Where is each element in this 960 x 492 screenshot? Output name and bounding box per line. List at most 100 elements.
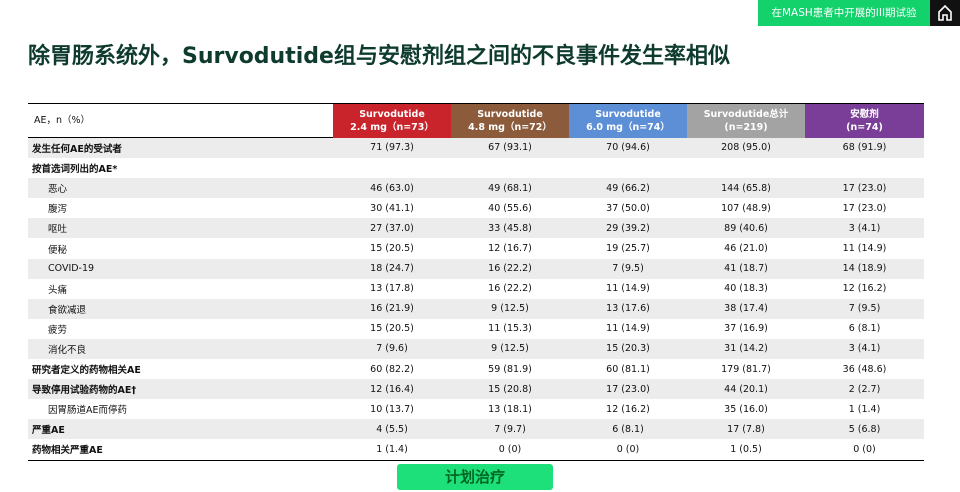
table-cell: 5 (6.8) (805, 419, 924, 440)
table-row: 呕吐 27 (37.0) 33 (45.8) 29 (39.2) 89 (40.6) 3 … (28, 218, 924, 239)
table-cell (451, 158, 569, 178)
table-cell: 11 (15.3) (488, 323, 532, 335)
table-cell: 17 (23.0) (569, 379, 687, 400)
table-cell: 11 (14.9) (842, 243, 887, 255)
title: 除胃肠系统外，Survodutide组与安慰剂组之间的不良事件发生率相似 (28, 44, 730, 69)
table-cell: 40 (55.6) (488, 202, 532, 214)
row-label: 研究者定义的药物相关AE (32, 365, 141, 377)
column-header-line: 安慰剂 (850, 108, 879, 120)
row-label: 发生任何AE的受试者 (28, 137, 333, 159)
table-cell: 14 (18.9) (805, 258, 924, 279)
table-cell: 9 (12.5) (451, 298, 569, 319)
table-cell: 17 (23.0) (805, 178, 924, 199)
row-label: 恶心 (28, 178, 333, 199)
table-cell: 2 (2.7) (805, 379, 924, 400)
table-cell: 179 (81.7) (721, 363, 771, 375)
table-cell: 49 (66.2) (569, 178, 687, 199)
table-row: 严重AE 4 (5.5) 7 (9.7) 6 (8.1) 17 (7.8) 5 (6.8) (28, 419, 924, 440)
table-row: 发生任何AE的受试者 71 (97.3) 67 (93.1) 70 (94.6) 208… (28, 137, 924, 159)
column-header: Survodutide 4.8 mg（n=72） (451, 103, 569, 138)
table-cell: 59 (81.9) (488, 363, 532, 375)
table-cell: 7 (9.7) (451, 419, 569, 440)
table-cell: 16 (21.9) (333, 298, 451, 319)
table-cell: 89 (40.6) (687, 218, 805, 239)
column-header: Survodutide 6.0 mg（n=74） (569, 103, 687, 138)
table-cell: 16 (22.2) (451, 258, 569, 279)
header-label: AE，n（%） (28, 103, 333, 138)
column-header-line: Survodutide (359, 108, 425, 120)
row-label: 按首选词列出的AE* (32, 164, 118, 176)
column-header-line: (n=219) (724, 121, 768, 133)
column-header: Survodutide总计 (n=219) (687, 103, 805, 138)
table-cell: 4 (5.5) (333, 419, 451, 440)
table-row: 药物相关严重AE 1 (1.4) 0 (0) 0 (0) 1 (0.5) 0 (0) (28, 439, 924, 460)
row-label: 导致停用试验药物的AE† (28, 379, 333, 400)
table-row: 消化不良 7 (9.6) 9 (12.5) 15 (20.3) 31 (14.2) 3 (… (28, 338, 924, 360)
table-row: 恶心 46 (63.0) 49 (68.1) 49 (66.2) 144 (65.8) 1… (28, 178, 924, 199)
row-label: 消化不良 (28, 338, 333, 360)
table-cell: 15 (20.8) (451, 379, 569, 400)
column-header: Survodutide 2.4 mg（n=73） (333, 103, 451, 138)
table-cell: 41 (18.7) (687, 258, 805, 279)
row-label: 呕吐 (28, 218, 333, 239)
row-label: 腹泻 (48, 204, 68, 216)
table-cell: 18 (24.7) (333, 258, 451, 279)
table-cell: 13 (18.1) (488, 403, 532, 415)
table-cell: 13 (17.8) (370, 283, 414, 295)
table-row: 导致停用试验药物的AE† 12 (16.4) 15 (20.8) 17 (23.0) 4… (28, 379, 924, 400)
home-icon (938, 4, 952, 21)
table-cell: 0 (0) (616, 443, 640, 455)
table-cell: 9 (12.5) (451, 338, 569, 360)
badge: 在MASH患者中开展的III期试验 (758, 0, 930, 26)
plan-button[interactable]: 计划治疗 (397, 464, 553, 490)
column-header-line: 6.0 mg（n=74） (586, 121, 670, 133)
table-cell: 7 (9.5) (805, 298, 924, 319)
table-cell: 44 (20.1) (687, 379, 805, 400)
row-label: 头痛 (48, 284, 68, 296)
table-cell: 17 (23.0) (842, 202, 887, 214)
column-header-line: Survodutide总计 (703, 108, 789, 120)
table-cell: 16 (22.2) (488, 283, 532, 295)
column-header-line: 4.8 mg（n=72） (468, 121, 552, 133)
table-cell: 71 (97.3) (333, 137, 451, 159)
table-cell: 15 (20.5) (370, 243, 414, 255)
table-cell: 19 (25.7) (606, 243, 650, 255)
table-cell: 46 (63.0) (333, 178, 451, 199)
table-cell: 11 (14.9) (606, 323, 650, 335)
table-row: 头痛 13 (17.8) 16 (22.2) 11 (14.9) 40 (18.3) 12… (28, 279, 924, 299)
column-header-line: Survodutide (477, 108, 543, 120)
row-label: 食欲减退 (28, 298, 333, 319)
table-cell: 12 (16.2) (842, 283, 887, 295)
table-cell: 7 (9.6) (333, 338, 451, 360)
table-cell: 208 (95.0) (687, 137, 805, 159)
table-cell: 3 (4.1) (805, 338, 924, 360)
table-cell (687, 158, 805, 178)
table-cell: 13 (17.6) (569, 298, 687, 319)
table-cell: 37 (16.9) (724, 323, 768, 335)
table-cell: 7 (9.5) (569, 258, 687, 279)
table-cell: 15 (20.3) (569, 338, 687, 360)
table-cell: 40 (18.3) (724, 283, 768, 295)
table-cell: 3 (4.1) (805, 218, 924, 239)
ae-table: AE，n（%） Survodutide 2.4 mg（n=73） Survoduti… (28, 103, 924, 461)
table-cell: 10 (13.7) (370, 403, 414, 415)
table-row: 腹泻 30 (41.1) 40 (55.6) 37 (50.0) 107 (48.9) 1… (28, 198, 924, 218)
table-cell: 12 (16.2) (606, 403, 650, 415)
table-cell: 0 (0) (853, 443, 876, 455)
column-header-line: 2.4 mg（n=73） (350, 121, 434, 133)
table-row: 食欲减退 16 (21.9) 9 (12.5) 13 (17.6) 38 (17.4) 7… (28, 298, 924, 319)
row-label: 因胃肠道AE而停药 (48, 405, 128, 417)
row-label: 疲劳 (48, 324, 68, 336)
table-cell: 36 (48.6) (842, 363, 887, 375)
table-cell: 70 (94.6) (569, 137, 687, 159)
column-header-line: Survodutide (595, 108, 661, 120)
row-label: COVID-19 (28, 258, 333, 279)
table-cell: 33 (45.8) (451, 218, 569, 239)
column-header-line: (n=74) (846, 121, 883, 133)
home-button[interactable] (930, 0, 960, 26)
table-cell (805, 158, 924, 178)
table-cell: 107 (48.9) (721, 202, 771, 214)
row-label: 严重AE (28, 419, 333, 440)
table-cell: 6 (8.1) (569, 419, 687, 440)
